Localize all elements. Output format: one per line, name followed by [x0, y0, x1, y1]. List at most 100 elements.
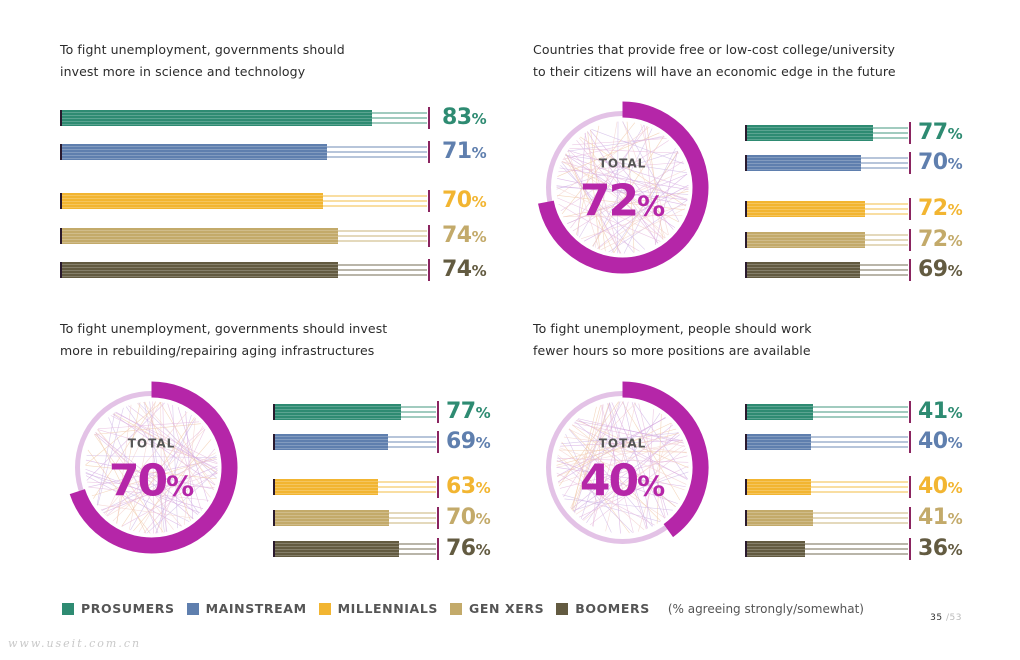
bar-stripe — [745, 412, 813, 413]
donut-decor-line — [589, 448, 686, 526]
bar-stripe — [60, 267, 338, 268]
bar-start-tick — [745, 125, 747, 141]
bar-track-line — [745, 446, 908, 448]
donut-decor-line — [571, 424, 674, 510]
bar-end-tick — [909, 152, 911, 174]
donut-decor-line — [172, 404, 178, 529]
bar-value-number: 77 — [446, 399, 476, 424]
bar-track-line — [745, 517, 908, 519]
bar-stripe — [273, 484, 378, 485]
bar-row-boomers: 76% — [273, 536, 506, 561]
bar-value-unit: % — [947, 510, 963, 528]
legend-item-boomers: BOOMERS — [556, 601, 650, 616]
bar-start-tick — [745, 404, 747, 420]
bar-stripe — [273, 543, 399, 544]
bar-end-tick — [909, 401, 911, 423]
bar-end-tick — [437, 431, 439, 453]
bar-value-unit: % — [471, 228, 487, 246]
donut-decor-line — [556, 460, 678, 504]
bar-stripe — [745, 267, 860, 268]
bar-row-mainstream: 69% — [273, 429, 506, 454]
donut-decor-line — [638, 403, 666, 518]
donut-decor-line — [97, 421, 200, 430]
donut-decor-line — [144, 401, 191, 521]
legend-swatch-mainstream — [186, 602, 199, 615]
bar-value-millennials: 40% — [918, 474, 963, 499]
panel-4-total-donut: TOTAL 40% — [546, 381, 709, 544]
bar-stripe — [745, 264, 860, 265]
donut-decor-line — [568, 428, 662, 522]
bar-stripe — [60, 124, 372, 125]
bar-row-prosumers: 83% — [60, 105, 502, 130]
donut-decor-line — [609, 402, 621, 534]
donut-decor-line — [572, 424, 688, 479]
donut-decor-line — [556, 472, 655, 526]
donut-decor-line — [155, 428, 206, 534]
bar-stripe — [745, 203, 865, 204]
bar-value-unit: % — [947, 262, 963, 280]
donut-decor-line — [557, 456, 633, 533]
bar-stripe — [273, 512, 389, 513]
bar-stripe — [60, 121, 372, 122]
bar-stripe — [745, 546, 805, 547]
donut-decor-line — [584, 133, 620, 254]
bar-stripe — [745, 521, 813, 522]
page-current: 35 — [930, 613, 943, 623]
legend-note: (% agreeing strongly/somewhat) — [667, 601, 864, 616]
donut-decor-line — [97, 429, 218, 464]
bar-row-prosumers: 77% — [745, 120, 978, 145]
legend-label-gen-xers: GEN XERS — [469, 601, 545, 616]
bar-track-line — [745, 543, 908, 545]
donut-decor-line — [592, 404, 604, 527]
bar-stripe — [273, 439, 388, 440]
bar-stripe — [745, 209, 865, 210]
donut-decor-line — [556, 467, 686, 487]
legend-swatch-millennials — [318, 602, 331, 615]
panel-3-title: To fight unemployment, governments shoul… — [60, 321, 388, 358]
bar-value-unit: % — [475, 404, 491, 422]
bar-stripe — [745, 240, 865, 241]
bar-stripe — [745, 163, 861, 164]
bar-row-boomers: 69% — [745, 257, 978, 282]
donut-decor-line — [560, 140, 669, 212]
donut-decor-line — [130, 418, 196, 531]
bar-value-number: 40 — [918, 429, 948, 454]
donut-decor-line — [557, 197, 661, 242]
bar-value-number: 69 — [918, 257, 948, 282]
bar-stripe — [745, 515, 813, 516]
bar-value-number: 70 — [446, 505, 476, 530]
bar-track-boomers — [745, 541, 908, 557]
bar-stripe — [745, 490, 811, 491]
bar-row-gen-xers: 74% — [60, 223, 502, 248]
donut-decor-line — [568, 428, 687, 485]
bar-start-tick — [60, 228, 62, 244]
bar-stripe — [745, 487, 811, 488]
bar-value-unit: % — [947, 201, 963, 219]
donut-decor-line — [607, 403, 647, 530]
watermark: www.useit.com.cn — [8, 637, 142, 650]
bar-boomers — [60, 262, 338, 278]
bar-stripe — [60, 207, 323, 208]
bar-value-number: 69 — [446, 429, 476, 454]
donut-decor-line — [563, 436, 687, 454]
bar-stripe — [745, 415, 813, 416]
bar-stripe — [745, 481, 811, 482]
bar-value-number: 72 — [918, 227, 948, 252]
donut-decor-line — [106, 452, 216, 517]
panel-4-total-value: 40% — [580, 456, 665, 507]
donut-decor-line — [587, 131, 658, 244]
donut-total-arc — [69, 381, 238, 554]
legend-item-millennials: MILLENNIALS — [318, 601, 438, 616]
bar-mainstream — [745, 155, 861, 171]
bar-stripe — [745, 127, 873, 128]
donut-decor-line — [121, 417, 195, 527]
bar-stripe — [60, 270, 338, 271]
donut-decor-line — [557, 454, 645, 531]
bar-start-tick — [60, 262, 62, 278]
bar-stripe — [745, 552, 805, 553]
donut-decor-line — [183, 418, 196, 525]
bar-value-unit: % — [475, 541, 491, 559]
bar-row-mainstream: 40% — [745, 429, 978, 454]
bar-value-number: 72 — [918, 196, 948, 221]
legend-swatch-gen-xers — [450, 602, 462, 615]
